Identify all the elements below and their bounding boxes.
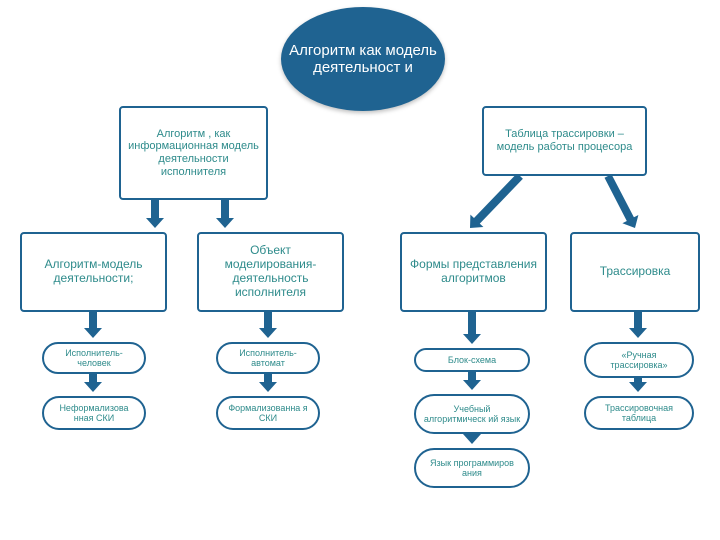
node-edu_lang: Учебный алгоритмическ ий язык [414,394,530,434]
node-obj_model: Объект моделирования- деятельность испол… [197,232,344,312]
node-title: Алгоритм как модель деятельност и [281,7,445,111]
arrow [146,200,164,228]
arrow [463,434,481,444]
arrow [470,173,523,228]
node-blok: Блок-схема [414,348,530,372]
node-exec_auto: Исполнитель- автомат [216,342,320,374]
node-forms: Формы представления алгоритмов [400,232,547,312]
node-alg_info: Алгоритм , как информационная модель дея… [119,106,268,200]
node-trace_table: Таблица трассировки –модель работы проце… [482,106,647,176]
arrow [84,374,102,392]
arrow [84,312,102,338]
arrow [216,200,234,228]
arrow [259,374,277,392]
arrow [629,312,647,338]
arrow [629,378,647,392]
node-exec_human: Исполнитель- человек [42,342,146,374]
node-prog_lang: Язык программиров ания [414,448,530,488]
arrow [605,174,639,228]
node-alg_model: Алгоритм-модель деятельности; [20,232,167,312]
node-trace: Трассировка [570,232,700,312]
arrow [463,372,481,390]
node-informal_ski: Неформализова нная СКИ [42,396,146,430]
node-trace_tab: Трассировочная таблица [584,396,694,430]
node-formal_ski: Формализованна я СКИ [216,396,320,430]
arrow [463,312,481,344]
node-manual_trace: «Ручная трассировка» [584,342,694,378]
arrow [259,312,277,338]
